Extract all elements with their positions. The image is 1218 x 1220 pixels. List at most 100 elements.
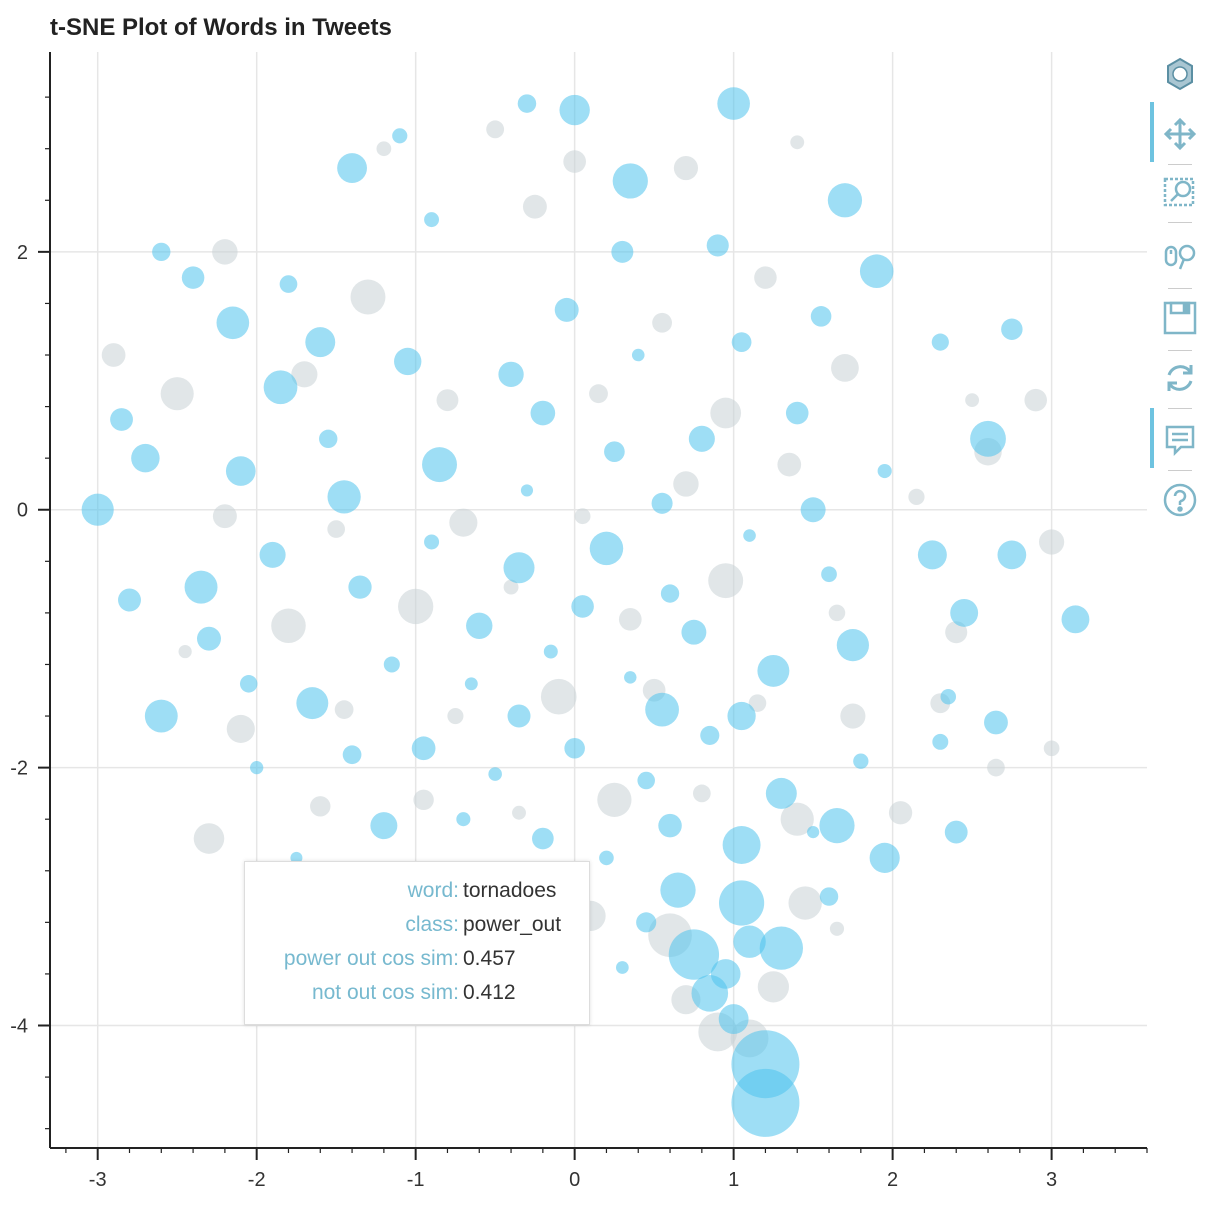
scatter-point[interactable] bbox=[827, 183, 863, 218]
scatter-point[interactable] bbox=[118, 588, 141, 612]
scatter-point[interactable] bbox=[859, 254, 894, 288]
scatter-point[interactable] bbox=[931, 333, 949, 351]
scatter-point[interactable] bbox=[263, 370, 298, 405]
scatter-point[interactable] bbox=[597, 782, 632, 817]
scatter-point[interactable] bbox=[717, 87, 750, 120]
save-icon[interactable] bbox=[1162, 300, 1198, 336]
scatter-point[interactable] bbox=[599, 850, 614, 866]
scatter-point[interactable] bbox=[449, 508, 478, 537]
scatter-point[interactable] bbox=[708, 563, 744, 599]
scatter-point[interactable] bbox=[785, 401, 809, 425]
scatter-point[interactable] bbox=[350, 279, 386, 315]
scatter-point[interactable] bbox=[212, 504, 237, 529]
scatter-point[interactable] bbox=[144, 699, 178, 733]
reset-icon[interactable] bbox=[1162, 360, 1198, 396]
scatter-point[interactable] bbox=[589, 531, 624, 566]
scatter-point[interactable] bbox=[950, 598, 979, 627]
scatter-point[interactable] bbox=[645, 692, 679, 727]
scatter-point[interactable] bbox=[212, 239, 238, 265]
scatter-point[interactable] bbox=[908, 488, 925, 505]
scatter-point[interactable] bbox=[394, 347, 422, 376]
scatter-point[interactable] bbox=[853, 753, 869, 769]
scatter-point[interactable] bbox=[997, 540, 1027, 570]
scatter-point[interactable] bbox=[488, 767, 502, 781]
scatter-point[interactable] bbox=[984, 710, 1008, 735]
box-zoom-icon[interactable] bbox=[1162, 174, 1198, 210]
scatter-point[interactable] bbox=[319, 429, 338, 449]
scatter-point[interactable] bbox=[743, 529, 756, 542]
scatter-point[interactable] bbox=[840, 703, 866, 729]
scatter-point[interactable] bbox=[624, 671, 637, 684]
scatter-point[interactable] bbox=[305, 327, 336, 358]
scatter-point[interactable] bbox=[259, 541, 286, 568]
scatter-point[interactable] bbox=[559, 94, 590, 126]
scatter-point[interactable] bbox=[831, 354, 859, 382]
scatter-point[interactable] bbox=[829, 921, 845, 936]
help-icon[interactable] bbox=[1162, 482, 1198, 518]
scatter-point[interactable] bbox=[512, 805, 526, 820]
scatter-point[interactable] bbox=[615, 961, 629, 974]
scatter-point[interactable] bbox=[279, 275, 298, 293]
scatter-point[interactable] bbox=[733, 925, 766, 958]
scatter-point[interactable] bbox=[877, 463, 892, 479]
scatter-point[interactable] bbox=[660, 872, 696, 908]
scatter-point[interactable] bbox=[681, 619, 707, 645]
scatter-point[interactable] bbox=[965, 393, 980, 408]
scatter-point[interactable] bbox=[571, 595, 594, 618]
scatter-point[interactable] bbox=[777, 452, 802, 477]
scatter-point[interactable] bbox=[800, 497, 826, 523]
wheel-zoom-icon[interactable] bbox=[1162, 238, 1198, 274]
scatter-point[interactable] bbox=[731, 1068, 800, 1137]
scatter-point[interactable] bbox=[788, 886, 822, 920]
scatter-point[interactable] bbox=[754, 266, 777, 289]
scatter-point[interactable] bbox=[765, 777, 797, 809]
scatter-point[interactable] bbox=[710, 397, 742, 429]
scatter-point[interactable] bbox=[1061, 605, 1090, 634]
scatter-point[interactable] bbox=[334, 700, 354, 719]
scatter-point[interactable] bbox=[383, 656, 400, 673]
scatter-point[interactable] bbox=[447, 708, 464, 725]
scatter-point[interactable] bbox=[181, 266, 205, 289]
scatter-point[interactable] bbox=[652, 312, 672, 333]
scatter-point[interactable] bbox=[327, 480, 361, 514]
scatter-point[interactable] bbox=[517, 94, 537, 113]
scatter-point[interactable] bbox=[466, 612, 493, 639]
scatter-point[interactable] bbox=[673, 155, 699, 181]
scatter-point[interactable] bbox=[631, 348, 645, 362]
bokeh-logo-icon[interactable] bbox=[1162, 56, 1198, 92]
scatter-point[interactable] bbox=[828, 604, 846, 622]
scatter-point[interactable] bbox=[337, 153, 367, 183]
scatter-point[interactable] bbox=[618, 608, 642, 631]
scatter-point[interactable] bbox=[810, 306, 832, 327]
scatter-point[interactable] bbox=[718, 880, 765, 926]
pan-icon[interactable] bbox=[1162, 116, 1198, 152]
scatter-point[interactable] bbox=[250, 760, 264, 775]
scatter-point[interactable] bbox=[718, 1004, 749, 1034]
scatter-point[interactable] bbox=[464, 677, 478, 691]
scatter-point[interactable] bbox=[836, 629, 869, 662]
scatter-point[interactable] bbox=[376, 141, 392, 157]
scatter-point[interactable] bbox=[731, 332, 752, 353]
scatter-point[interactable] bbox=[780, 802, 814, 836]
scatter-point[interactable] bbox=[436, 389, 459, 412]
scatter-point[interactable] bbox=[819, 808, 855, 844]
scatter-point[interactable] bbox=[530, 400, 556, 426]
scatter-point[interactable] bbox=[692, 784, 711, 803]
scatter-point[interactable] bbox=[290, 851, 303, 864]
scatter-point[interactable] bbox=[710, 959, 741, 989]
scatter-point[interactable] bbox=[970, 420, 1006, 457]
scatter-point[interactable] bbox=[807, 825, 820, 839]
scatter-point[interactable] bbox=[917, 540, 947, 570]
scatter-point[interactable] bbox=[888, 801, 913, 825]
scatter-point[interactable] bbox=[503, 579, 519, 595]
hover-icon[interactable] bbox=[1162, 422, 1198, 458]
scatter-point[interactable] bbox=[178, 644, 192, 659]
scatter-point[interactable] bbox=[226, 714, 255, 744]
scatter-point[interactable] bbox=[392, 128, 408, 144]
scatter-point[interactable] bbox=[759, 926, 804, 970]
scatter-point[interactable] bbox=[522, 194, 547, 219]
scatter-point[interactable] bbox=[658, 813, 682, 838]
scatter-point[interactable] bbox=[819, 887, 839, 906]
scatter-point[interactable] bbox=[564, 738, 585, 759]
scatter-point[interactable] bbox=[540, 678, 577, 715]
